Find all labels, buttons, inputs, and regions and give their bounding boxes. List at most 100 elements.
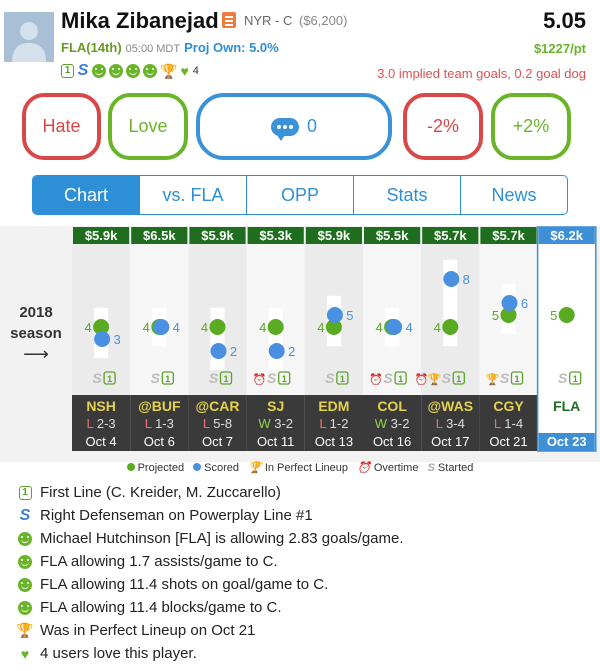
salary-label: $6.2k xyxy=(550,228,583,243)
first-line-icon: 1 xyxy=(61,64,74,78)
opponent-label: @CAR xyxy=(196,398,240,414)
hate-button[interactable]: Hate xyxy=(22,93,101,160)
date-label: Oct 11 xyxy=(257,434,294,449)
projected-label: 5 xyxy=(550,308,557,323)
news-icon[interactable] xyxy=(222,12,236,28)
result-label: L 1-3 xyxy=(145,416,174,431)
note-item: 🏆 Was in Perfect Lineup on Oct 21 xyxy=(16,619,596,642)
opponent-label: @WAS xyxy=(428,398,474,414)
first-line-icon xyxy=(219,371,233,385)
scored-label: 2 xyxy=(230,344,237,359)
decrease-exposure-button[interactable]: -2% xyxy=(403,93,483,160)
scored-label: 8 xyxy=(463,272,470,287)
first-line-icon xyxy=(452,371,465,385)
date-label: Oct 6 xyxy=(144,434,175,449)
salary-header xyxy=(538,227,595,244)
result-label: L 1-4 xyxy=(494,416,523,431)
game-info-block xyxy=(363,395,422,451)
salary-header xyxy=(364,227,421,244)
legend-started: S Started xyxy=(427,462,474,474)
game-log-chart: 2018 season ⟶ $5.9k 4 3 1 S NSH L 2-3 Oct 4 $6.5… xyxy=(0,226,600,462)
scored-point xyxy=(386,319,403,335)
game-info-block xyxy=(130,395,189,451)
powerplay-icon: S xyxy=(77,62,89,79)
note-item: S Right Defenseman on Powerplay Line #1 xyxy=(16,504,596,527)
result-label: L 3-4 xyxy=(436,416,465,431)
tab-chart[interactable]: Chart xyxy=(33,176,139,214)
note-item: FLA allowing 11.4 shots on goal/game to … xyxy=(16,573,596,596)
date-highlight xyxy=(538,433,595,451)
projected-label: 4 xyxy=(317,320,324,335)
date-label: Oct 23 xyxy=(547,434,587,449)
salary-label: $6.5k xyxy=(143,228,176,243)
result-label: L 2-3 xyxy=(87,416,116,431)
trophy-icon: 🏆 xyxy=(16,622,34,638)
started-icon: S xyxy=(325,370,335,386)
clock-icon: ⏰ xyxy=(369,372,383,386)
scored-point xyxy=(326,307,343,323)
first-line-icon: 1 xyxy=(573,374,578,384)
season-label: 2018 season ⟶ xyxy=(0,302,72,365)
opponent-label: FLA xyxy=(553,398,580,414)
projected-point xyxy=(93,319,110,335)
note-item: ♥ 4 users love this player. xyxy=(16,642,596,665)
smile-icon xyxy=(18,554,32,569)
projected-point xyxy=(325,319,342,335)
opponent-rank: FLA(14th) xyxy=(61,40,122,55)
legend-perfect: 🏆 In Perfect Lineup xyxy=(248,462,348,474)
projected-point xyxy=(442,319,459,335)
first-line-icon xyxy=(103,371,116,385)
smile-icon xyxy=(126,64,140,78)
player-projected-score: 5.05 xyxy=(543,8,586,33)
player-header: Mika Zibanejad NYR - C ($6,200) 5.05 FLA… xyxy=(0,0,600,88)
tab-news[interactable]: News xyxy=(460,176,567,214)
trophy-icon: 🏆 xyxy=(248,462,262,474)
opponent-label: SJ xyxy=(267,398,284,414)
chart-legend: Projected Scored 🏆 In Perfect Lineup ⏰ O… xyxy=(0,461,600,474)
comment-count: 0 xyxy=(306,116,317,136)
first-line-icon xyxy=(336,371,349,385)
first-line-icon: 1 xyxy=(514,374,519,384)
projected-label: 4 xyxy=(375,320,382,335)
result-label: L 5-8 xyxy=(203,416,232,431)
comments-button[interactable]: 0 xyxy=(196,93,392,160)
scored-point xyxy=(94,331,111,347)
salary-label: $5.9k xyxy=(201,228,234,243)
salary-header xyxy=(73,227,130,244)
first-line-icon: 1 xyxy=(107,374,112,384)
projected-dot-icon xyxy=(126,463,135,471)
first-line-icon xyxy=(510,371,524,385)
first-line-icon xyxy=(161,371,174,385)
smile-icon xyxy=(18,577,32,592)
scored-point xyxy=(153,319,170,335)
implied-goals: 3.0 implied team goals, 0.2 goal dog xyxy=(377,66,586,81)
opponent-label: NSH xyxy=(86,398,116,414)
scored-label: 3 xyxy=(113,332,120,347)
player-notes: 1 First Line (C. Kreider, M. Zuccarello) … xyxy=(16,481,596,665)
love-button[interactable]: Love xyxy=(108,93,188,160)
tab-vs-opponent[interactable]: vs. FLA xyxy=(139,176,246,214)
scored-label: 5 xyxy=(346,308,353,323)
scored-point xyxy=(268,343,285,359)
projected-label: 4 xyxy=(434,320,441,335)
salary-label: $5.7k xyxy=(492,228,525,243)
trophy-icon: 🏆 xyxy=(427,373,441,386)
projected-point xyxy=(267,319,284,335)
scored-label: 4 xyxy=(173,320,180,335)
salary-label: $5.5k xyxy=(376,228,409,243)
smile-icon xyxy=(18,531,32,546)
scored-point xyxy=(443,271,460,287)
note-text: Was in Perfect Lineup on Oct 21 xyxy=(40,622,256,639)
increase-exposure-button[interactable]: +2% xyxy=(491,93,571,160)
legend-overtime: ⏰ Overtime xyxy=(357,462,419,474)
smile-icon xyxy=(92,64,106,78)
tab-stats[interactable]: Stats xyxy=(353,176,460,214)
note-item: FLA allowing 11.4 blocks/game to C. xyxy=(16,596,596,619)
scored-label: 2 xyxy=(288,344,295,359)
clock-icon: ⏰ xyxy=(253,372,267,386)
tab-opp[interactable]: OPP xyxy=(246,176,353,214)
legend-scored: Scored xyxy=(193,462,239,474)
note-text: First Line (C. Kreider, M. Zuccarello) xyxy=(40,484,281,501)
note-text: FLA allowing 11.4 shots on goal/game to … xyxy=(40,576,329,593)
scored-dot-icon xyxy=(193,463,202,471)
